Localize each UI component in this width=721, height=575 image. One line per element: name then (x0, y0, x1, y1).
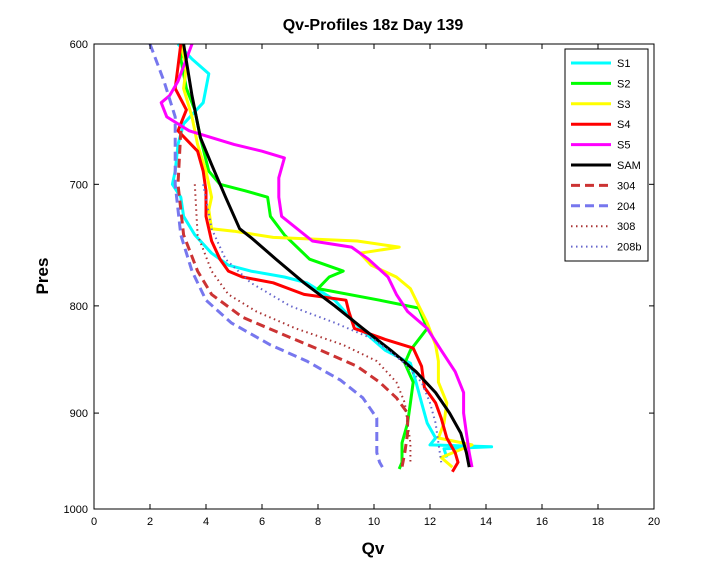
legend-label-208b: 208b (617, 242, 641, 254)
x-tick-label: 12 (424, 516, 436, 528)
legend: S1 S2 S3 S4 S5 SAM 304 204 308 208b (564, 48, 649, 262)
y-tick-label: 800 (70, 301, 88, 313)
y-tick-label: 1000 (64, 504, 88, 516)
legend-label-s1: S1 (617, 58, 630, 70)
legend-label-204: 204 (617, 201, 635, 213)
legend-label-s2: S2 (617, 78, 630, 90)
x-tick-label: 10 (368, 516, 380, 528)
x-tick-label: 18 (592, 516, 604, 528)
x-tick-label: 2 (147, 516, 153, 528)
legend-label-sam: SAM (617, 160, 641, 172)
y-tick-label: 900 (70, 408, 88, 420)
y-tick-label: 700 (70, 179, 88, 191)
plot-area: 0 2 4 6 8 10 12 14 16 18 20 600 700 800 900 1000 (64, 39, 661, 528)
legend-label-s4: S4 (617, 119, 630, 131)
y-axis-label: Pres (33, 258, 52, 295)
x-tick-label: 4 (203, 516, 209, 528)
legend-box (564, 48, 649, 262)
legend-label-s3: S3 (617, 99, 630, 111)
series-line-s5 (159, 43, 474, 468)
legend-label-304: 304 (617, 180, 635, 192)
x-tick-label: 6 (259, 516, 265, 528)
legend-label-308: 308 (617, 221, 635, 233)
y-tick-label: 600 (70, 39, 88, 51)
x-tick-label: 8 (315, 516, 321, 528)
series-line-s3 (179, 43, 474, 469)
series-line-s4 (173, 43, 460, 473)
series-line-sam (182, 43, 471, 468)
x-tick-label: 16 (536, 516, 548, 528)
legend-label-s5: S5 (617, 140, 630, 152)
x-tick-label: 20 (648, 516, 660, 528)
x-axis-label: Qv (362, 539, 385, 558)
chart-title: Qv-Profiles 18z Day 139 (283, 17, 464, 34)
series-line-304 (176, 130, 410, 468)
x-tick-label: 0 (91, 516, 97, 528)
x-tick-label: 14 (480, 516, 492, 528)
series-line-204 (148, 43, 384, 468)
